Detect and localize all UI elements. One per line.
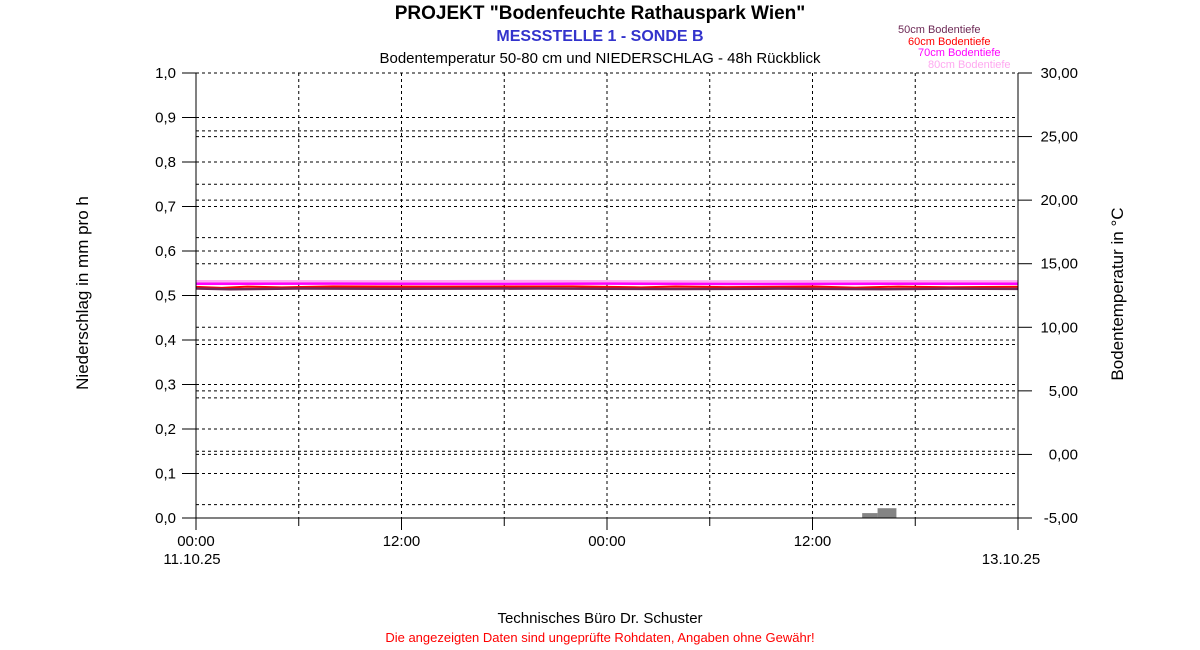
right-tick-label: 5,00 <box>1049 383 1078 400</box>
left-tick-label: 0,0 <box>155 510 176 527</box>
left-tick-label: 0,3 <box>155 377 176 394</box>
footer-company: Technisches Büro Dr. Schuster <box>497 610 703 627</box>
series-line-60cm <box>195 285 1019 289</box>
left-tick-label: 0,2 <box>155 421 176 438</box>
x-time-label: 12:00 <box>794 533 832 550</box>
left-tick-label: 0,6 <box>155 243 176 260</box>
precip-bar <box>862 513 878 518</box>
left-tick-label: 0,8 <box>155 154 176 171</box>
x-date-label: 11.10.25 <box>163 551 220 568</box>
x-time-label: 00:00 <box>177 533 215 550</box>
page-description: Bodentemperatur 50-80 cm und NIEDERSCHLA… <box>379 50 821 67</box>
left-tick-label: 0,9 <box>155 110 176 127</box>
right-tick-label: 15,00 <box>1040 256 1078 273</box>
right-tick-label: 30,00 <box>1040 65 1078 82</box>
left-tick-label: 0,7 <box>155 199 176 216</box>
page-title: PROJEKT "Bodenfeuchte Rathauspark Wien" <box>394 3 806 24</box>
right-tick-label: 0,00 <box>1049 446 1078 463</box>
right-axis-title: Bodentemperatur in °C <box>1108 207 1127 381</box>
right-tick-label: 10,00 <box>1040 319 1078 336</box>
x-time-label: 00:00 <box>588 533 626 550</box>
left-axis-title: Niederschlag in mm pro h <box>73 196 92 390</box>
left-tick-label: 1,0 <box>155 65 176 82</box>
right-tick-label: 25,00 <box>1040 129 1078 146</box>
right-tick-label: -5,00 <box>1044 510 1078 527</box>
precip-bar <box>877 508 897 518</box>
footer-disclaimer: Die angezeigten Daten sind ungeprüfte Ro… <box>385 630 815 645</box>
right-tick-label: 20,00 <box>1040 192 1078 209</box>
left-tick-label: 0,1 <box>155 466 176 483</box>
x-time-label: 12:00 <box>383 533 421 550</box>
x-date-label: 13.10.25 <box>982 551 1040 568</box>
series-line-50cm <box>195 287 1019 291</box>
left-tick-label: 0,4 <box>155 332 176 349</box>
left-tick-label: 0,5 <box>155 288 176 305</box>
page-subtitle: MESSSTELLE 1 - SONDE B <box>496 28 704 45</box>
